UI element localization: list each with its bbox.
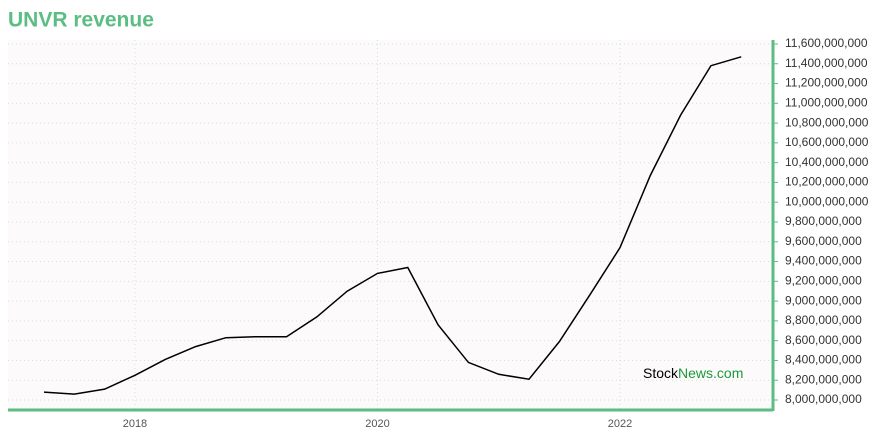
plot-background [8,40,773,410]
x-tick-label: 2022 [608,418,632,430]
y-tick-label: 10,000,000,000 [785,194,869,208]
x-tick-label: 2018 [123,418,147,430]
y-tick-label: 8,600,000,000 [785,333,862,347]
y-tick-label: 10,200,000,000 [785,175,869,189]
y-tick-label: 9,800,000,000 [785,214,862,228]
y-tick-label: 9,200,000,000 [785,273,862,287]
y-tick-label: 8,400,000,000 [785,353,862,367]
watermark-part: Stock [643,365,679,381]
watermark: StockNews.com [643,365,743,381]
y-tick-label: 11,200,000,000 [785,76,868,90]
watermark-part: News.com [678,365,743,381]
y-tick-label: 10,600,000,000 [785,135,869,149]
y-tick-label: 9,000,000,000 [785,293,862,307]
y-tick-label: 8,000,000,000 [785,392,862,406]
y-tick-label: 8,200,000,000 [785,372,862,386]
y-tick-label: 9,400,000,000 [785,254,862,268]
y-tick-label: 8,800,000,000 [785,313,862,327]
x-tick-label: 2020 [365,418,389,430]
y-tick-label: 11,000,000,000 [785,95,868,109]
y-tick-label: 11,400,000,000 [785,56,868,70]
y-tick-label: 10,400,000,000 [785,155,869,169]
line-series [43,56,742,395]
y-tick-label: 10,800,000,000 [785,115,869,129]
chart-title: UNVR revenue [8,9,154,32]
y-tick-label: 11,600,000,000 [785,36,868,50]
y-tick-label: 9,600,000,000 [785,234,862,248]
